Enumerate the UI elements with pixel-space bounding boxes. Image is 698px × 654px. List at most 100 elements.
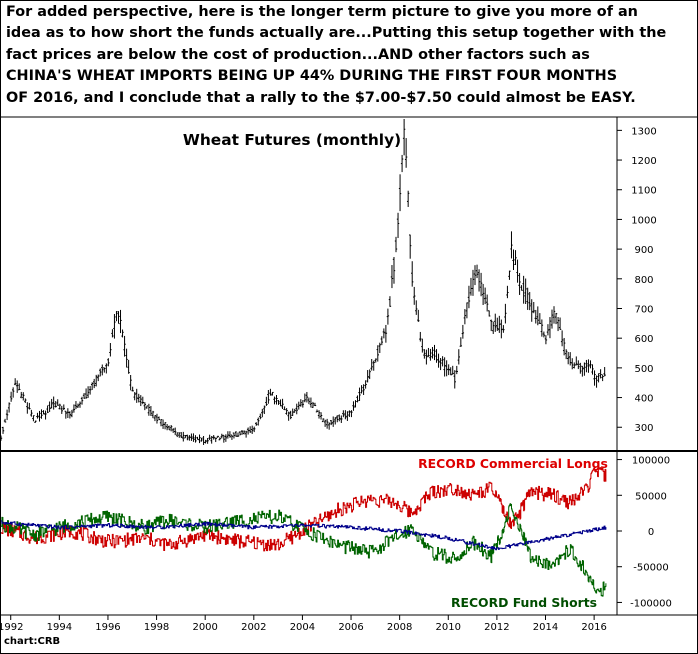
year-tick-label: 2000 bbox=[192, 622, 217, 633]
price-bar bbox=[313, 402, 317, 407]
commentary-line: CHINA'S WHEAT IMPORTS BEING UP 44% DURIN… bbox=[6, 68, 618, 85]
price-bar bbox=[48, 401, 51, 412]
price-bar bbox=[408, 234, 412, 259]
cot-line-commercial bbox=[1, 467, 607, 552]
price-bar bbox=[518, 273, 521, 295]
price-bar bbox=[190, 433, 193, 441]
price-tick-label: 700 bbox=[634, 304, 653, 315]
price-bar bbox=[510, 231, 513, 259]
price-bar bbox=[263, 405, 266, 414]
price-bar bbox=[427, 347, 430, 358]
price-bar bbox=[253, 426, 256, 433]
price-bar bbox=[32, 415, 35, 422]
price-bar bbox=[350, 410, 353, 418]
price-bar bbox=[255, 422, 258, 426]
year-tick-label: 1992 bbox=[0, 622, 23, 633]
price-bar bbox=[224, 434, 228, 442]
price-bar bbox=[78, 401, 82, 408]
price-bar bbox=[323, 419, 327, 427]
price-bar bbox=[301, 400, 305, 408]
price-bar bbox=[451, 365, 454, 375]
price-bar bbox=[169, 425, 173, 432]
price-bar bbox=[230, 434, 234, 440]
price-bar bbox=[92, 378, 96, 389]
price-bar bbox=[119, 309, 122, 334]
price-bar bbox=[433, 344, 436, 361]
price-tick-label: 400 bbox=[634, 394, 653, 405]
price-bar bbox=[528, 291, 531, 311]
price-bar bbox=[455, 365, 458, 375]
price-bar bbox=[380, 336, 384, 346]
commentary-line: OF 2016, and I conclude that a rally to … bbox=[6, 89, 636, 106]
price-bar bbox=[74, 401, 78, 410]
price-bar bbox=[109, 343, 112, 357]
price-bar bbox=[411, 261, 414, 287]
price-bar-series bbox=[0, 118, 606, 445]
price-bar bbox=[336, 415, 339, 423]
price-tick-label: 600 bbox=[634, 334, 653, 345]
price-bar bbox=[30, 409, 33, 417]
price-bar bbox=[165, 423, 169, 431]
price-bar bbox=[372, 360, 375, 371]
price-bar bbox=[188, 435, 191, 441]
year-tick-label: 2004 bbox=[290, 622, 315, 633]
price-bar bbox=[76, 403, 80, 408]
price-bar bbox=[366, 370, 369, 383]
price-bar bbox=[406, 190, 410, 207]
price-bar bbox=[370, 359, 373, 371]
price-bar bbox=[550, 309, 554, 329]
price-bar bbox=[50, 398, 53, 409]
price-bar bbox=[18, 383, 21, 391]
price-bar bbox=[386, 308, 390, 325]
price-bar bbox=[196, 436, 199, 440]
price-bar bbox=[143, 402, 147, 411]
price-bar bbox=[384, 324, 388, 343]
price-bar bbox=[307, 397, 311, 405]
price-bar bbox=[309, 397, 313, 408]
price-bar bbox=[159, 419, 163, 427]
price-tick-label: 500 bbox=[634, 364, 653, 375]
price-bar bbox=[441, 356, 444, 367]
year-tick-label: 2012 bbox=[484, 622, 509, 633]
price-bar bbox=[429, 348, 432, 361]
price-bar bbox=[157, 416, 161, 421]
price-bar bbox=[571, 358, 574, 370]
price-bar bbox=[423, 349, 426, 359]
price-bar bbox=[544, 335, 548, 345]
price-bar bbox=[577, 360, 580, 370]
price-bar bbox=[267, 390, 270, 404]
price-bar bbox=[305, 391, 309, 403]
price-bar bbox=[494, 313, 497, 332]
price-bar bbox=[360, 385, 363, 394]
price-bar bbox=[16, 380, 19, 393]
price-bar bbox=[208, 434, 211, 441]
price-bar bbox=[463, 309, 467, 325]
price-bar bbox=[95, 374, 98, 387]
price-bar bbox=[145, 405, 149, 409]
price-bar bbox=[396, 212, 400, 239]
price-bar bbox=[149, 406, 153, 416]
year-axis-ticks: 1992 1994 1996 1998 2000 2002 2004 2006 2008 2010… bbox=[0, 615, 607, 633]
price-bar bbox=[390, 265, 394, 289]
price-bar bbox=[271, 391, 274, 396]
commentary-text: For added perspective, here is the longe… bbox=[6, 2, 692, 109]
price-bar bbox=[483, 287, 487, 305]
price-bar bbox=[202, 436, 205, 445]
price-bar bbox=[321, 418, 325, 423]
price-bar bbox=[562, 337, 566, 356]
price-bar bbox=[192, 433, 195, 442]
price-bar bbox=[22, 392, 25, 401]
price-bar bbox=[261, 408, 264, 418]
price-bar bbox=[236, 432, 240, 437]
price-bar bbox=[250, 425, 254, 434]
price-bar bbox=[295, 403, 298, 415]
price-bar bbox=[601, 374, 604, 382]
price-bar bbox=[20, 391, 23, 399]
price-bar bbox=[566, 352, 570, 365]
price-bar bbox=[469, 277, 473, 296]
price-bar bbox=[277, 400, 280, 405]
price-bar bbox=[147, 403, 151, 416]
price-bar bbox=[477, 269, 481, 292]
cot-axis-ticks: 100000 50000 0 -50000 -100000 bbox=[617, 456, 672, 609]
price-bar bbox=[508, 270, 511, 280]
